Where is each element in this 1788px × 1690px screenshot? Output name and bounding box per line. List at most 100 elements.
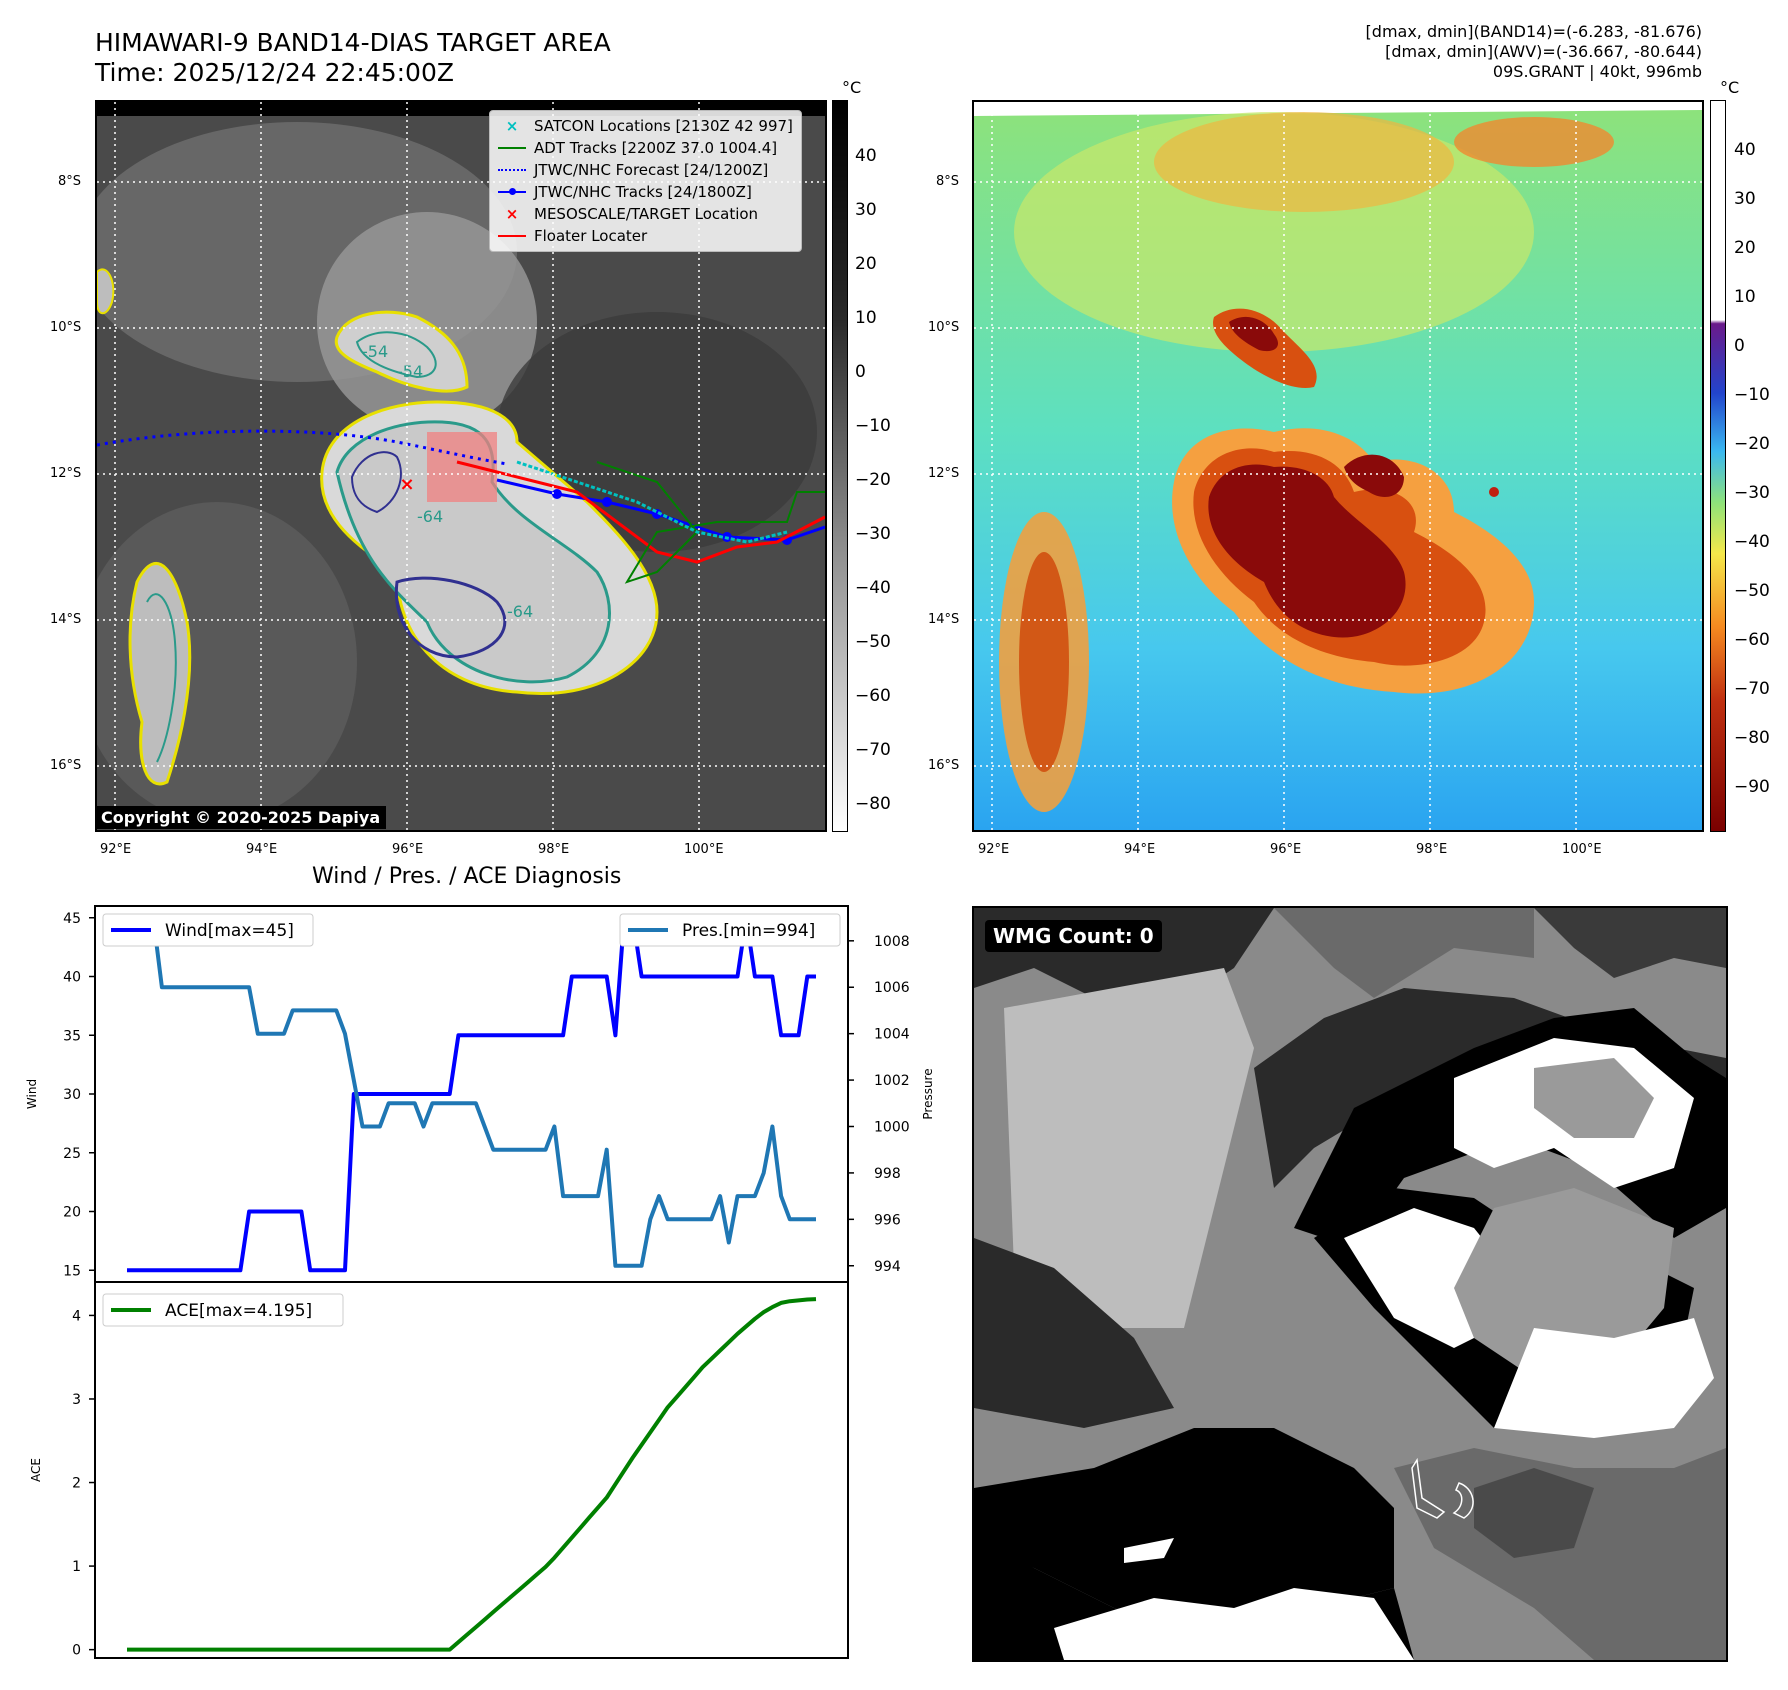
- pressure-series-line: [127, 915, 816, 1268]
- pressure-tick-label: 1000: [874, 1119, 910, 1135]
- legend-item-satcon: × SATCON Locations [2130Z 42 997]: [498, 115, 793, 137]
- colorbar-tick: 40: [855, 146, 877, 166]
- colorbar-tick: 10: [855, 308, 877, 328]
- ace-tick-label: 0: [72, 1643, 81, 1659]
- title-line-1: HIMAWARI-9 BAND14-DIAS TARGET AREA: [95, 28, 611, 57]
- lon-tick-label: 96°E: [1270, 842, 1302, 857]
- lat-tick-label: 10°S: [928, 320, 960, 335]
- wind-tick-label: 30: [63, 1087, 81, 1103]
- wind-pressure-frame: [94, 905, 849, 1283]
- pressure-tick-label: 996: [874, 1212, 901, 1228]
- colorbar-tick: −40: [1734, 532, 1770, 552]
- legend-frame: [102, 1293, 344, 1327]
- awv-storm-east-core: [1344, 454, 1404, 497]
- lat-tick-label: 12°S: [928, 466, 960, 481]
- gray-colorbar-unit: °C: [842, 78, 862, 97]
- band14-map-panel: -54 -54 -64 -64 ×: [95, 100, 827, 832]
- wmg-gray-core: [1454, 1188, 1674, 1378]
- copyright-badge: Copyright © 2020-2025 Dapiya: [95, 806, 387, 829]
- wind-series-line: [127, 915, 816, 1273]
- colorbar-tick: −90: [1734, 777, 1770, 797]
- legend-label: ACE[max=4.195]: [165, 1301, 312, 1321]
- ace-axis-label: ACE: [29, 1458, 43, 1482]
- lon-tick-label: 98°E: [1416, 842, 1448, 857]
- colorbar-tick: 30: [855, 200, 877, 220]
- awv-west-core: [1019, 552, 1069, 772]
- legend-label: SATCON Locations [2130Z 42 997]: [534, 117, 793, 135]
- legend-label: ADT Tracks [2200Z 37.0 1004.4]: [534, 139, 778, 157]
- wind-pressure-chart: 15 20 25 30 35 40 45 Wind 994 996 998 1000 1002 1004 1…: [25, 905, 935, 1283]
- floater-area: [427, 432, 497, 502]
- lat-tick-label: 16°S: [50, 758, 82, 773]
- awv-storm-core: [1208, 464, 1406, 638]
- ace-tick-label: 2: [72, 1476, 81, 1492]
- pressure-tick-label: 1002: [874, 1073, 910, 1089]
- edge-cloud: [97, 268, 115, 315]
- legend-label: Floater Locater: [534, 227, 648, 245]
- stats-line-2: [dmax, dmin](AWV)=(-36.667, -80.644): [1385, 42, 1702, 61]
- lat-tick-label: 14°S: [50, 612, 82, 627]
- ace-tick-label: 1: [72, 1559, 81, 1575]
- awv-map-svg: [974, 102, 1702, 830]
- contour-label: -64: [417, 507, 443, 526]
- lat-tick-label: 8°S: [58, 174, 82, 189]
- legend-label: JTWC/NHC Forecast [24/1200Z]: [534, 161, 769, 179]
- lon-tick-label: 96°E: [392, 842, 424, 857]
- wind-tick-label: 20: [63, 1205, 81, 1221]
- stats-line-3: 09S.GRANT | 40kt, 996mb: [1492, 62, 1702, 81]
- jtwc-track-point: [602, 497, 612, 507]
- legend-label: MESOSCALE/TARGET Location: [534, 205, 759, 223]
- map-legend: × SATCON Locations [2130Z 42 997] ADT Tr…: [489, 110, 802, 252]
- color-colorbar: [1710, 100, 1726, 832]
- wind-tick-label: 45: [63, 911, 81, 927]
- wind-tick-label: 25: [63, 1146, 81, 1162]
- colorbar-tick: 0: [1734, 336, 1745, 356]
- wmg-outline-mark: [1452, 1482, 1474, 1519]
- pressure-tick-label: 1006: [874, 980, 910, 996]
- adt-track: [596, 461, 825, 584]
- lat-tick-label: 8°S: [936, 174, 960, 189]
- pressure-tick-label: 998: [874, 1166, 901, 1182]
- colorbar-tick: 30: [1734, 189, 1756, 209]
- target-location-marker: ×: [399, 474, 414, 495]
- ace-tick-label: 4: [72, 1308, 81, 1324]
- gray-colorbar: [832, 100, 848, 832]
- lon-tick-label: 100°E: [1562, 842, 1602, 857]
- storm-contour-64: [394, 576, 507, 659]
- awv-map-panel: [972, 100, 1704, 832]
- awv-ne-patch: [1454, 117, 1614, 167]
- wmg-dark-strip: [1534, 908, 1726, 978]
- wind-tick-label: 40: [63, 970, 81, 986]
- lat-tick-label: 14°S: [928, 612, 960, 627]
- wind-axis-label: Wind: [25, 1079, 39, 1109]
- line-icon: [498, 147, 526, 149]
- lon-tick-label: 92°E: [978, 842, 1010, 857]
- ace-frame: [94, 1281, 849, 1659]
- lon-tick-label: 100°E: [684, 842, 724, 857]
- colorbar-tick: −10: [1734, 385, 1770, 405]
- ace-legend: ACE[max=4.195]: [102, 1293, 344, 1327]
- color-colorbar-unit: °C: [1720, 78, 1740, 97]
- colorbar-tick: 20: [855, 254, 877, 274]
- awv-missing-strip: [974, 102, 1702, 116]
- legend-item-target: × MESOSCALE/TARGET Location: [498, 203, 793, 225]
- legend-label: JTWC/NHC Tracks [24/1800Z]: [534, 183, 752, 201]
- wmg-black-south: [974, 1428, 1394, 1628]
- x-marker-icon: ×: [505, 117, 519, 135]
- wmg-white-core-south: [1494, 1318, 1714, 1438]
- colorbar-tick: 20: [1734, 238, 1756, 258]
- colorbar-tick: −70: [1734, 679, 1770, 699]
- colorbar-tick: 40: [1734, 140, 1756, 160]
- wmg-svg: [974, 908, 1726, 1660]
- page-title: HIMAWARI-9 BAND14-DIAS TARGET AREA Time:…: [95, 28, 611, 88]
- contour-label: -54: [397, 362, 423, 381]
- contour-label: -64: [507, 602, 533, 621]
- pressure-legend: Pres.[min=994]: [619, 913, 841, 947]
- pressure-tick-label: 994: [874, 1259, 901, 1275]
- colorbar-tick: 0: [855, 362, 866, 382]
- diagnosis-charts: 15202530354045Wind9949969981000100210041…: [25, 905, 935, 1659]
- wmg-white-fleck: [1124, 1538, 1174, 1563]
- dotted-line-icon: [498, 169, 526, 171]
- colorbar-tick: −60: [855, 686, 891, 706]
- lon-tick-label: 92°E: [100, 842, 132, 857]
